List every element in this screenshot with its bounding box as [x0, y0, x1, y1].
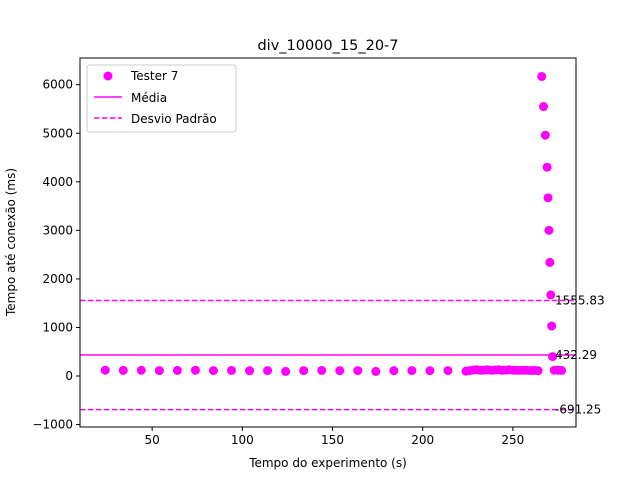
x-tick-label: 200 [411, 433, 434, 447]
data-point [545, 257, 555, 267]
data-point [245, 366, 255, 376]
data-point [317, 365, 327, 375]
data-point [548, 352, 558, 362]
data-point [543, 193, 553, 203]
data-point [118, 365, 128, 375]
legend-label-media: Média [131, 91, 167, 105]
y-tick-label: −1000 [32, 418, 73, 432]
x-tick-label: 100 [231, 433, 254, 447]
y-axis-label: Tempo até conexão (ms) [4, 168, 18, 317]
data-point [263, 366, 273, 376]
data-point [299, 366, 309, 376]
line-annotation-label: 1555.83 [555, 293, 605, 307]
data-point [407, 366, 417, 376]
data-point [544, 225, 554, 235]
legend-marker-tester [103, 71, 113, 81]
data-point [172, 365, 182, 375]
data-point [546, 290, 556, 300]
data-point [542, 162, 552, 172]
data-point [547, 321, 557, 331]
legend-box [86, 64, 237, 133]
legend-label-tester: Tester 7 [130, 69, 178, 83]
legend-label-desvio: Desvio Padrão [131, 112, 217, 126]
y-tick-label: 3000 [42, 223, 73, 237]
data-point [557, 365, 567, 375]
x-axis-label: Tempo do experimento (s) [248, 456, 407, 470]
y-tick-label: 5000 [42, 126, 73, 140]
data-point [190, 365, 200, 375]
data-points [100, 71, 567, 376]
y-tick-label: 0 [65, 369, 73, 383]
y-tick-label: 1000 [42, 320, 73, 334]
data-point [371, 366, 381, 376]
data-point [136, 365, 146, 375]
axis-ticks: 50 100 150 200 250 −1000 0 1000 2000 3000 4000 5000… [32, 78, 524, 447]
data-point [227, 365, 237, 375]
legend: Tester 7 Média Desvio Padrão [86, 64, 237, 133]
x-tick-label: 250 [501, 433, 524, 447]
line-annotation-label: -691.25 [555, 403, 601, 417]
x-tick-label: 50 [145, 433, 160, 447]
data-point [353, 366, 363, 376]
data-point [425, 366, 435, 376]
data-point [537, 71, 547, 81]
plot-frame [79, 57, 577, 428]
data-point [154, 366, 164, 376]
data-point [208, 366, 218, 376]
y-tick-label: 2000 [42, 272, 73, 286]
data-point [100, 365, 110, 375]
y-tick-label: 6000 [42, 78, 73, 92]
data-point [540, 130, 550, 140]
data-point [539, 102, 549, 112]
x-tick-label: 150 [321, 433, 344, 447]
data-point [533, 366, 543, 376]
y-tick-label: 4000 [42, 175, 73, 189]
reference-lines [80, 299, 576, 411]
chart-title: div_10000_15_20-7 [257, 38, 398, 54]
data-point [389, 366, 399, 376]
data-point [335, 366, 345, 376]
data-point [281, 366, 291, 376]
data-point [443, 366, 453, 376]
